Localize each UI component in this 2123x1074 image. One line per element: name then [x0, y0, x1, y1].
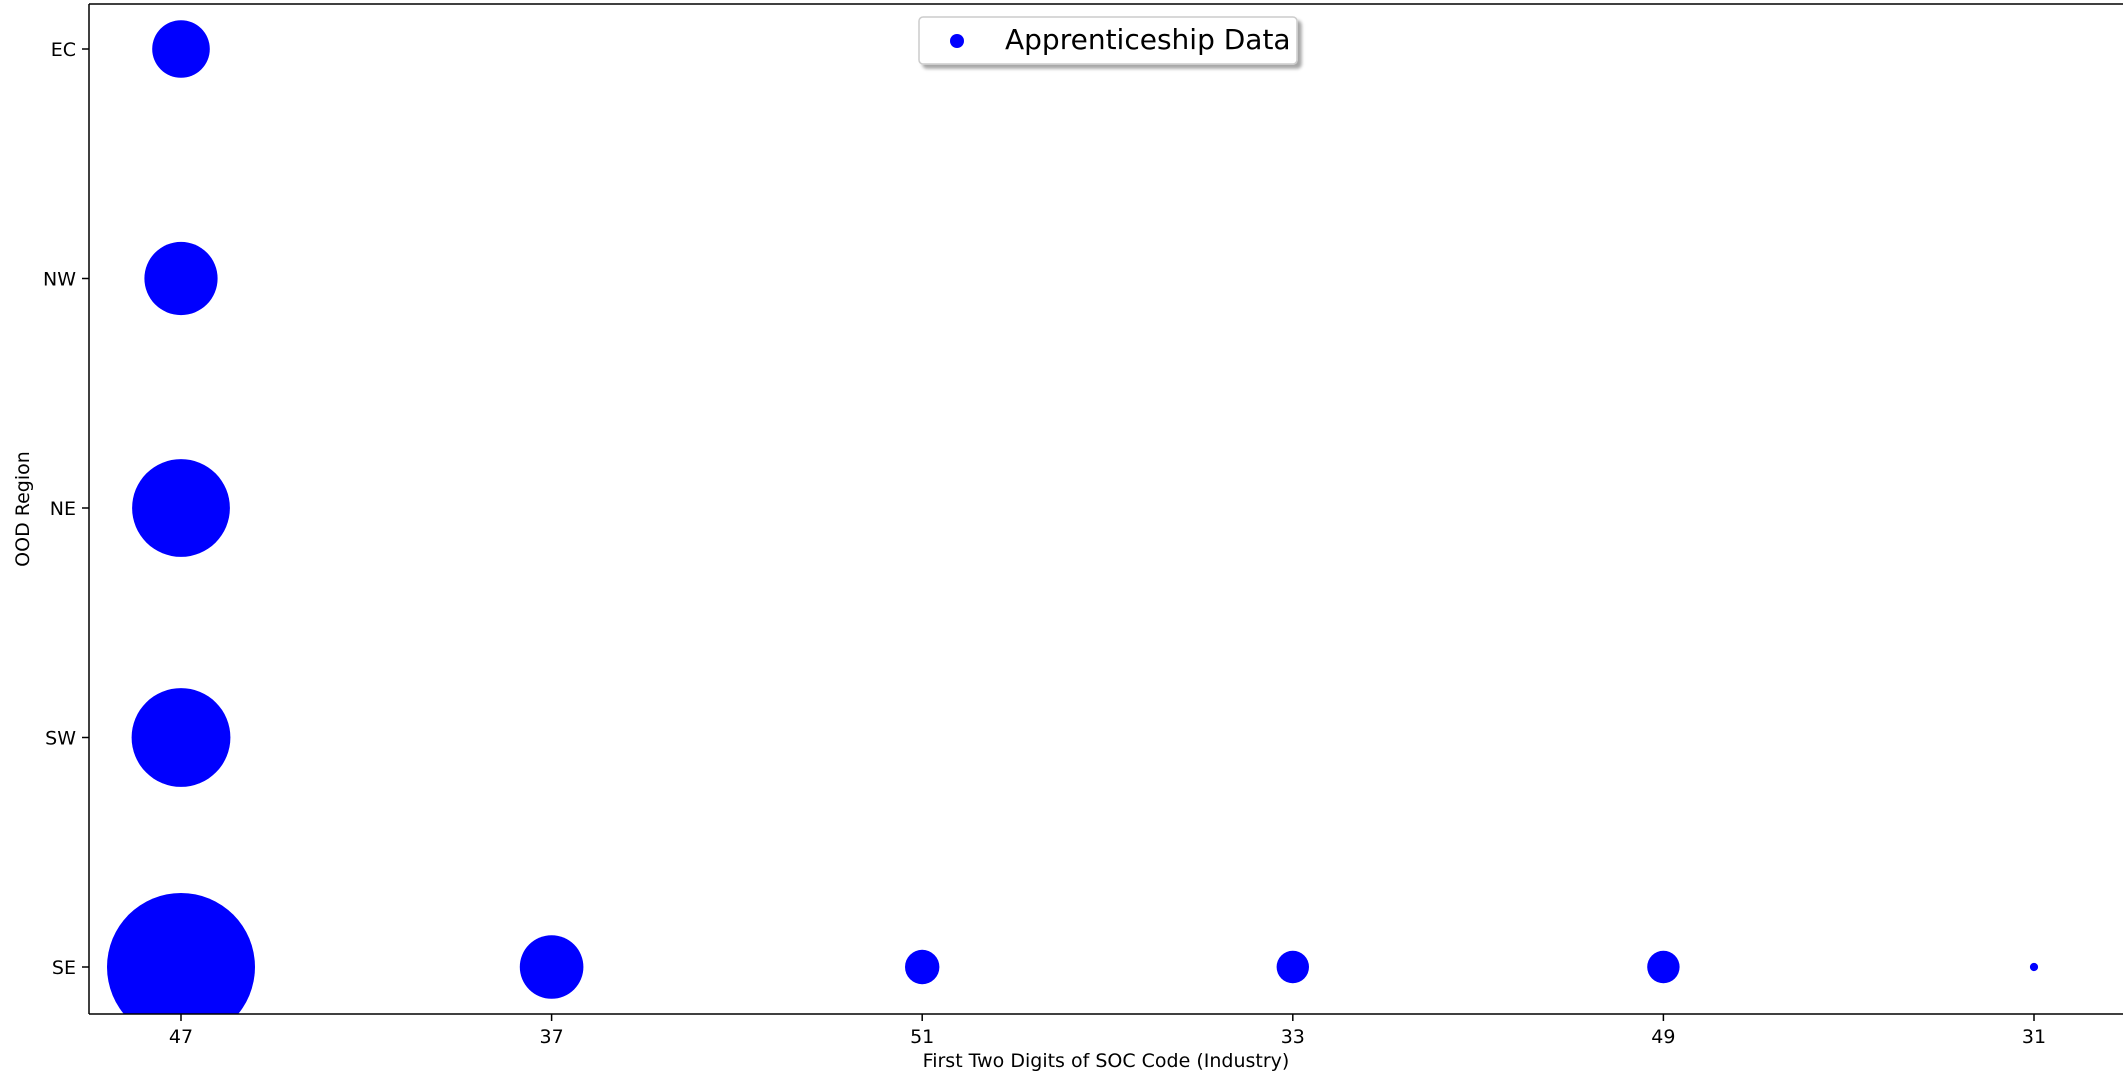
- data-points: [107, 20, 2039, 1014]
- data-point: [1276, 950, 1310, 984]
- y-tick-label: SW: [45, 728, 76, 750]
- x-tick-label: 31: [2022, 1026, 2046, 1048]
- data-point: [2029, 962, 2039, 972]
- y-axis-label: OOD Region: [12, 451, 34, 567]
- data-point: [132, 459, 230, 557]
- data-point: [519, 935, 584, 999]
- data-point: [107, 893, 255, 1014]
- data-point: [152, 20, 210, 78]
- plot-area: [89, 4, 2123, 1014]
- y-tick-label: NW: [43, 269, 76, 291]
- x-axis-ticks: 47 37 51 33 49 31: [169, 1014, 2046, 1048]
- x-tick-label: 33: [1281, 1026, 1305, 1048]
- x-tick-label: 51: [910, 1026, 934, 1048]
- legend: Apprenticeship Data: [918, 16, 1298, 65]
- data-point: [131, 688, 231, 787]
- x-axis-label: First Two Digits of SOC Code (Industry): [923, 1050, 1290, 1072]
- x-tick-label: 49: [1651, 1026, 1675, 1048]
- legend-label: Apprenticeship Data: [1005, 23, 1291, 56]
- x-tick-label: 37: [540, 1026, 564, 1048]
- legend-box: [918, 16, 1298, 65]
- y-tick-label: NE: [50, 498, 76, 520]
- x-tick-label: 47: [169, 1026, 193, 1048]
- legend-marker: [950, 34, 964, 48]
- y-tick-label: SE: [52, 957, 76, 979]
- data-point: [905, 949, 940, 985]
- data-point: [1647, 950, 1680, 984]
- axis-spines: [88, 3, 2123, 1015]
- y-axis-ticks: SE SW NE NW EC: [43, 39, 89, 979]
- data-point: [144, 241, 218, 316]
- y-tick-label: EC: [51, 39, 76, 61]
